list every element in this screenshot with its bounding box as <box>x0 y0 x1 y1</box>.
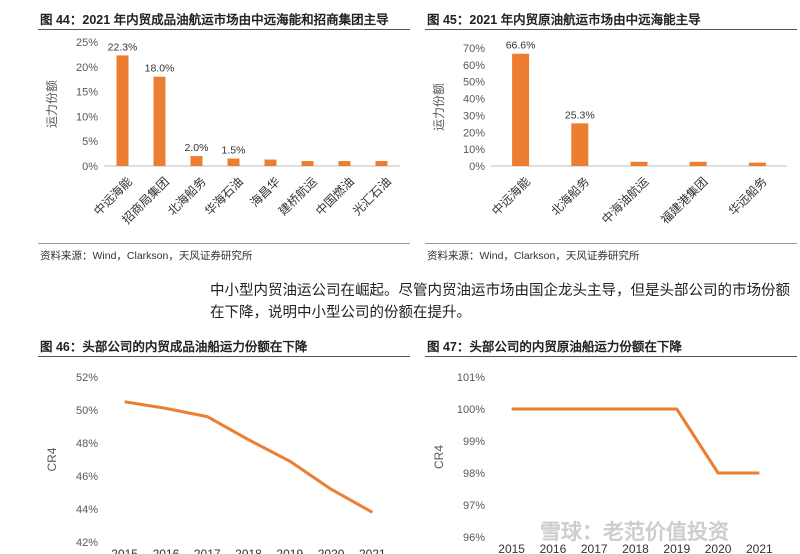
chart0-ytick-label: 5% <box>82 136 98 148</box>
chart0-bar <box>190 156 203 166</box>
chart0-y-axis-label: 运力份额 <box>45 80 59 128</box>
chart0-data-label: 1.5% <box>222 145 246 157</box>
chart1-ytick-label: 0% <box>469 161 485 173</box>
chart0-x-tick-label: 北海船务 <box>164 174 209 219</box>
chart3-y-axis-label: CR4 <box>432 445 446 469</box>
chart1-x-tick-label: 福建港集团 <box>657 174 710 227</box>
chart0-x-tick-label: 建桥航运 <box>275 174 320 219</box>
chart2-ytick-label: 52% <box>76 372 98 384</box>
chart2-x-tick-label: 2018 <box>235 547 262 554</box>
chart3-ytick-label: 99% <box>463 436 485 448</box>
figure-46-title: 图 46：头部公司的内贸成品油船运力份额在下降 <box>40 340 308 354</box>
chart3-ytick-label: 100% <box>457 404 485 416</box>
chart1-ytick-label: 30% <box>463 110 485 122</box>
chart0-data-label: 22.3% <box>108 41 138 53</box>
figure-45-title: 图 45：2021 年内贸原油航运市场由中远海能主导 <box>427 13 701 27</box>
chart3-ytick-label: 97% <box>463 500 485 512</box>
chart0-data-label: 2.0% <box>185 142 209 154</box>
chart1-y-axis-label: 运力份额 <box>432 83 446 131</box>
chart3-x-tick-label: 2019 <box>663 542 690 554</box>
chart1-x-tick-label: 中海油航运 <box>598 174 651 227</box>
chart1-ytick-label: 10% <box>463 144 485 156</box>
chart3-ytick-label: 96% <box>463 532 485 544</box>
chart0-bar <box>301 161 314 166</box>
chart0-ytick-label: 0% <box>82 161 98 173</box>
figure-44-bottom-rule <box>38 243 410 244</box>
chart2-x-tick-label: 2015 <box>111 547 138 554</box>
chart1-bar <box>571 123 589 166</box>
chart3-x-tick-label: 2015 <box>498 542 525 554</box>
chart0-bar <box>227 158 240 166</box>
chart0-ytick-label: 25% <box>76 37 98 49</box>
figure-45-bar-chart: 0% 10% 20% 30% 40% 50% 60% 70% 运力份额 66.6% 中远海能 25.3… <box>432 40 787 227</box>
chart2-x-tick-label: 2017 <box>194 547 221 554</box>
chart0-bar <box>375 161 388 166</box>
chart3-x-tick-label: 2020 <box>705 542 732 554</box>
chart2-ytick-label: 46% <box>76 471 98 483</box>
chart0-bar <box>116 55 129 166</box>
figure-47-title: 图 47：头部公司的内贸原油船运力份额在下降 <box>427 340 682 354</box>
chart2-x-tick-label: 2016 <box>153 547 180 554</box>
body-paragraph: 中小型内贸油运公司在崛起。尽管内贸油运市场由国企龙头主导，但是头部公司的市场份额… <box>210 283 790 321</box>
chart1-ytick-label: 70% <box>463 43 485 55</box>
chart1-ytick-label: 20% <box>463 127 485 139</box>
chart1-x-tick-label: 北海船务 <box>548 174 593 219</box>
chart0-x-tick-label: 光汇石油 <box>350 174 394 218</box>
chart3-x-tick-label: 2021 <box>746 542 773 554</box>
chart1-data-label: 25.3% <box>565 109 595 121</box>
chart2-ytick-label: 48% <box>76 438 98 450</box>
figure-47-top-rule <box>425 356 797 357</box>
chart0-bar <box>264 159 277 166</box>
chart3-ytick-label: 98% <box>463 468 485 480</box>
chart2-x-tick-label: 2019 <box>276 547 303 554</box>
chart3-ytick-label: 101% <box>457 372 485 384</box>
chart0-bar <box>338 161 351 166</box>
figure-45-source: 资料来源：Wind，Clarkson，天风证券研究所 <box>427 250 640 262</box>
chart1-bar <box>630 161 648 166</box>
chart1-ytick-label: 60% <box>463 60 485 72</box>
figure-46-line-chart: 42% 44% 46% 48% 50% 52% CR4 2015 2016 2017 2018 201… <box>45 372 386 554</box>
chart0-bar <box>153 76 166 166</box>
chart3-x-tick-label: 2018 <box>622 542 649 554</box>
chart2-ytick-label: 42% <box>76 537 98 549</box>
chart0-data-label: 18.0% <box>145 63 175 75</box>
chart1-ytick-label: 50% <box>463 77 485 89</box>
chart1-ytick-label: 40% <box>463 94 485 106</box>
chart3-x-tick-label: 2016 <box>540 542 567 554</box>
figure-47-line-chart: 96% 97% 98% 99% 100% 101% CR4 2015 2016 2017 2018 2… <box>432 372 773 554</box>
chart0-x-tick-label: 华海石油 <box>201 174 246 219</box>
chart2-x-tick-label: 2021 <box>359 547 386 554</box>
figure-44-title: 图 44：2021 年内贸成品油航运市场由中远海能和招商集团主导 <box>40 13 389 27</box>
chart2-x-tick-label: 2020 <box>318 547 345 554</box>
figure-45-top-rule <box>425 29 797 30</box>
chart0-ytick-label: 10% <box>76 111 98 123</box>
chart1-x-tick-label: 中远海能 <box>488 174 533 219</box>
chart1-x-tick-label: 华远船务 <box>725 174 770 219</box>
figure-44-source: 资料来源：Wind，Clarkson，天风证券研究所 <box>40 250 253 262</box>
figure-45-bottom-rule <box>425 243 797 244</box>
chart1-bar <box>512 53 530 166</box>
chart3-x-tick-label: 2017 <box>581 542 608 554</box>
figure-46-top-rule <box>38 356 410 357</box>
figure-44-top-rule <box>38 29 410 30</box>
chart2-ytick-label: 44% <box>76 504 98 516</box>
chart2-y-axis-label: CR4 <box>45 447 59 471</box>
chart3-series-line <box>511 407 760 475</box>
figure-44-bar-chart: 0%5%10%15%20%25%运力份额22.3%中远海能18.0%招商局集团2… <box>45 37 400 227</box>
chart2-ytick-label: 50% <box>76 405 98 417</box>
chart0-ytick-label: 15% <box>76 87 98 99</box>
chart1-bar <box>689 161 707 166</box>
chart0-x-tick-label: 中国燃油 <box>312 174 357 219</box>
chart0-ytick-label: 20% <box>76 62 98 74</box>
chart1-bar <box>748 162 766 166</box>
chart1-data-label: 66.6% <box>506 40 536 52</box>
chart2-series-line <box>124 400 374 514</box>
chart0-x-tick-label: 海昌华 <box>247 174 283 210</box>
watermark: 雪球：老范价值投资 <box>540 521 729 544</box>
